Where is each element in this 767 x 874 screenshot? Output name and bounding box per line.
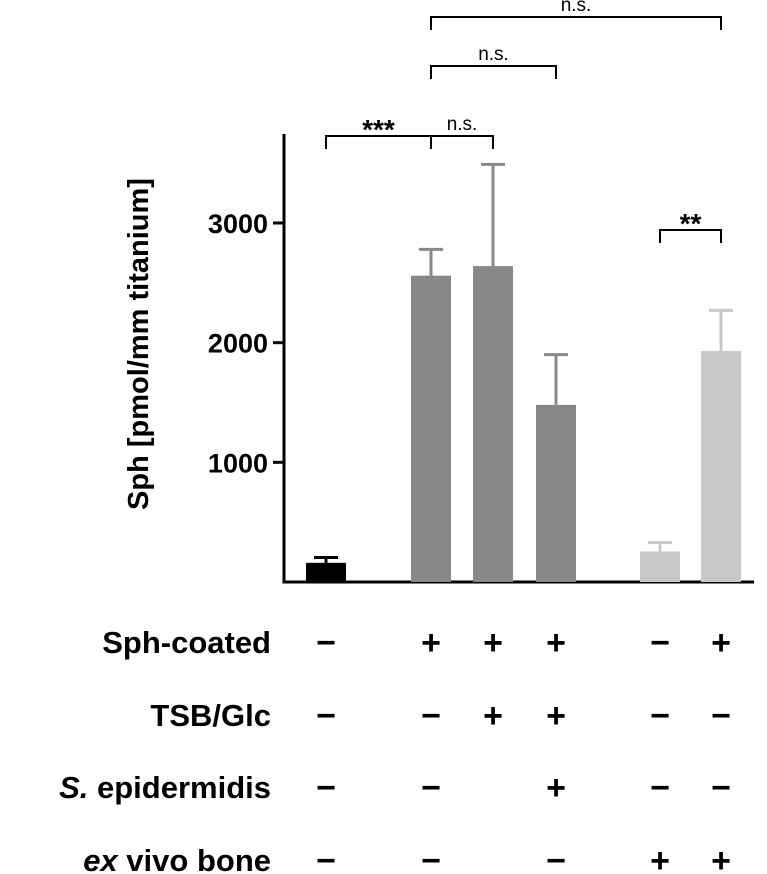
significance-bracket (430, 16, 722, 30)
bar (701, 351, 741, 582)
y-tick-label: 2000 (208, 329, 268, 359)
significance-label: n.s. (447, 114, 478, 135)
minus-sign: − (316, 697, 336, 735)
bar (411, 275, 451, 582)
minus-sign: − (421, 697, 441, 735)
significance-bracket (659, 229, 722, 243)
minus-sign: − (316, 624, 336, 662)
condition-table: Sph-coated − + + + − + TSB/Glc − − + + − − S. epidermi… (59, 624, 731, 874)
significance-bracket (430, 65, 557, 79)
plus-sign: + (650, 842, 670, 874)
plus-sign: + (421, 624, 441, 662)
condition-row-label: Sph-coated (102, 625, 271, 660)
condition-row-label: ex vivo bone (83, 843, 271, 874)
condition-row-label: TSB/Glc (150, 698, 271, 733)
minus-sign: − (316, 842, 336, 874)
y-tick-label: 3000 (208, 209, 268, 239)
plus-sign: + (546, 769, 566, 807)
minus-sign: − (421, 842, 441, 874)
minus-sign: − (650, 769, 670, 807)
y-tick-label: 1000 (208, 448, 268, 478)
significance-label: n.s. (478, 44, 509, 65)
significance-label: n.s. (561, 0, 592, 16)
plus-sign: + (483, 697, 503, 735)
minus-sign: − (546, 842, 566, 874)
minus-sign: − (421, 769, 441, 807)
minus-sign: − (650, 697, 670, 735)
axes: 1000 2000 3000 (208, 134, 754, 584)
bar (306, 562, 346, 582)
minus-sign: − (316, 769, 336, 807)
plus-sign: + (711, 624, 731, 662)
condition-row-label: S. epidermidis (59, 770, 271, 805)
significance-label: *** (362, 114, 395, 145)
minus-sign: − (711, 697, 731, 735)
bar (640, 551, 680, 582)
plus-sign: + (546, 697, 566, 735)
minus-sign: − (650, 624, 670, 662)
bar (536, 404, 576, 582)
plus-sign: + (483, 624, 503, 662)
bars (306, 162, 741, 582)
plus-sign: + (711, 842, 731, 874)
plus-sign: + (546, 624, 566, 662)
minus-sign: − (711, 769, 731, 807)
significance-brackets: *** n.s. n.s. n.s. ** (325, 0, 722, 243)
significance-bracket (430, 135, 494, 149)
bar (473, 266, 513, 582)
significance-label: ** (680, 208, 702, 239)
y-axis-label: Sph [pmol/mm titanium] (123, 178, 155, 510)
